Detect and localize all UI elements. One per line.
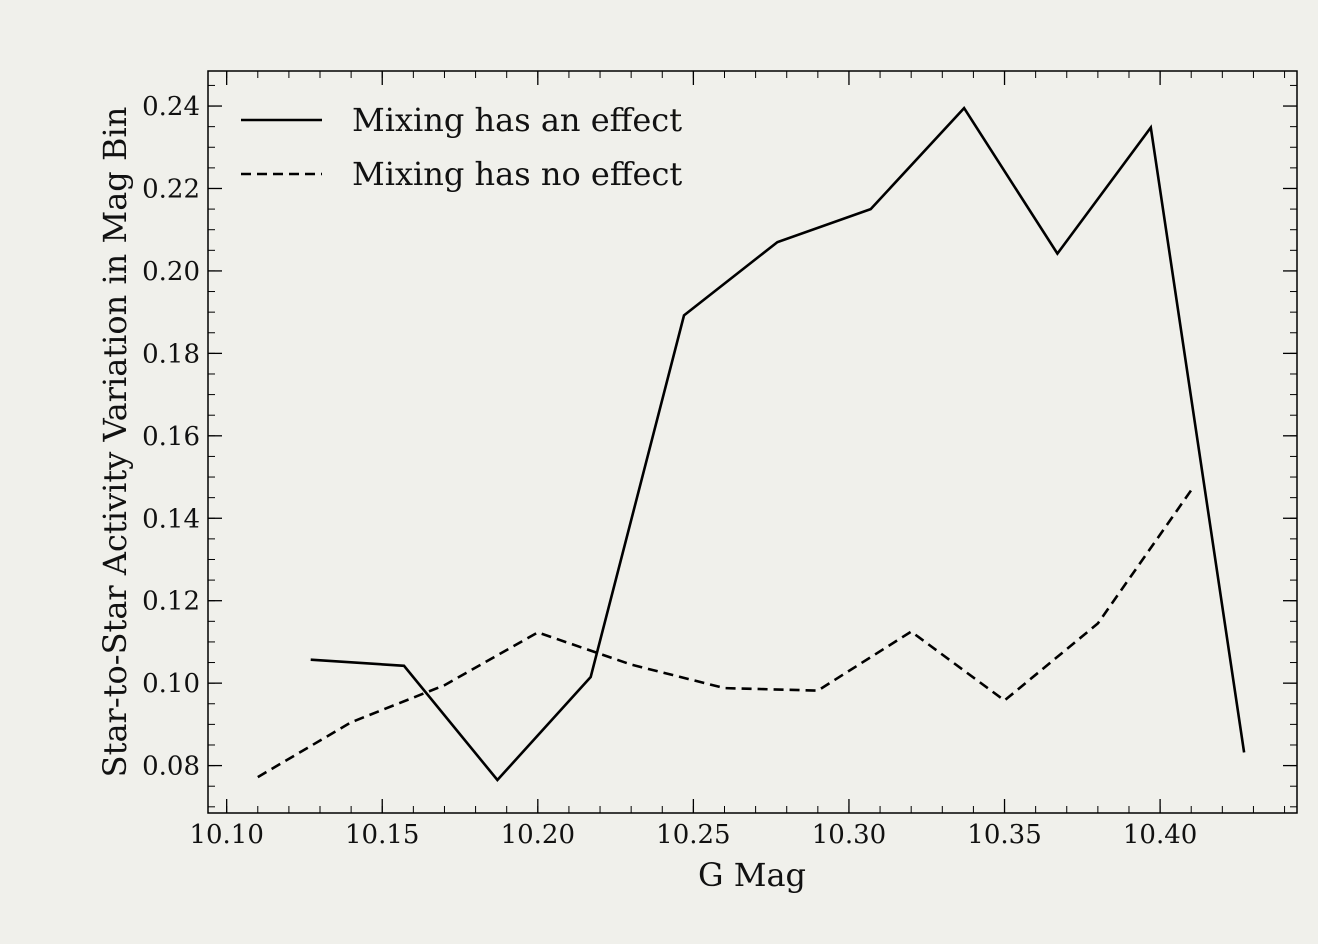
x-tick-label: 10.25 <box>656 820 730 850</box>
series-layer <box>257 105 1246 782</box>
x-tick-label: 10.40 <box>1123 820 1197 850</box>
x-tick-label: 10.20 <box>501 820 575 850</box>
y-tick-label: 0.20 <box>142 257 200 287</box>
legend: Mixing has an effect Mixing has no effect <box>241 101 682 193</box>
y-tick-label: 0.10 <box>142 669 200 699</box>
y-tick-label: 0.18 <box>142 339 200 369</box>
x-tick-label: 10.10 <box>189 820 263 850</box>
series-line-effect <box>310 105 1246 782</box>
y-tick-label: 0.08 <box>142 752 200 782</box>
x-tick-label: 10.35 <box>967 820 1041 850</box>
plot-border <box>207 70 1298 814</box>
y-tick-label: 0.22 <box>142 174 200 204</box>
x-tick-label: 10.30 <box>812 820 886 850</box>
x-tick-label: 10.15 <box>345 820 419 850</box>
y-tick-label: 0.14 <box>142 504 200 534</box>
y-tick-label: 0.12 <box>142 587 200 617</box>
legend-label: Mixing has an effect <box>352 101 682 139</box>
series-line-no-effect <box>257 489 1193 779</box>
y-axis: 0.08 0.10 0.12 0.14 0.16 0.18 0.20 0.22 0.24 <box>142 84 1297 808</box>
x-axis-title: G Mag <box>698 856 806 894</box>
y-tick-label: 0.24 <box>142 92 200 122</box>
legend-label: Mixing has no effect <box>352 155 682 193</box>
plot-area <box>207 70 1298 814</box>
y-tick-label: 0.16 <box>142 422 200 452</box>
x-axis: 10.10 10.15 10.20 10.25 10.30 10.35 10.40 <box>189 71 1286 850</box>
y-axis-title: Star-to-Star Activity Variation in Mag B… <box>96 107 134 778</box>
